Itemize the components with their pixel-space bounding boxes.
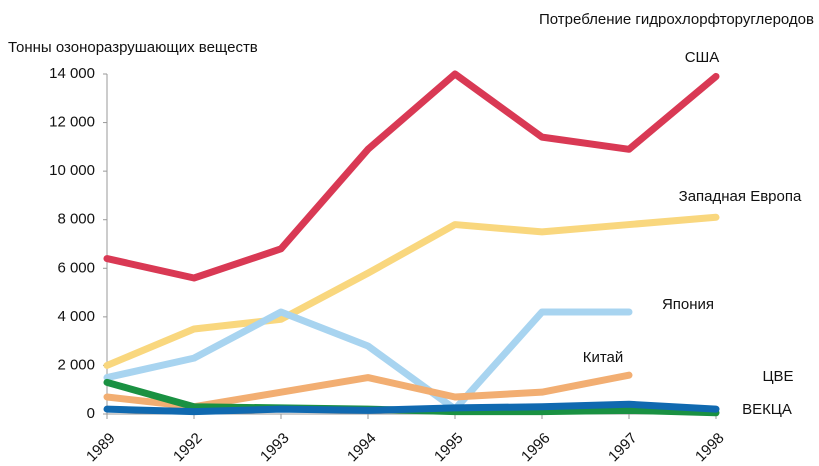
series-line <box>103 400 720 416</box>
y-tick-label: 4 000 <box>57 308 95 325</box>
series-label: ЦВЕ <box>762 368 793 385</box>
x-tick-label: 1998 <box>692 430 728 466</box>
y-tick-label: 8 000 <box>57 211 95 228</box>
y-axis-label: Тонны озоноразрушающих веществ <box>8 39 258 56</box>
x-tick-label: 1992 <box>170 430 206 466</box>
y-tick-label: 12 000 <box>49 114 95 131</box>
y-tick-label: 2 000 <box>57 356 95 373</box>
series-label: США <box>685 49 720 66</box>
y-tick-label: 0 <box>87 405 95 422</box>
series-line <box>103 70 720 282</box>
series-label: Китай <box>583 349 624 366</box>
chart-title: Потребление гидрохлорфторуглеродов <box>539 11 814 28</box>
y-tick-label: 6 000 <box>57 259 95 276</box>
x-tick-label: 1995 <box>431 430 467 466</box>
y-tick-label: 10 000 <box>49 162 95 179</box>
x-tick-label: 1997 <box>605 430 641 466</box>
x-tick-label: 1989 <box>83 430 119 466</box>
series-label: ВЕКЦА <box>742 401 792 418</box>
series-line <box>103 308 633 413</box>
y-tick-label: 14 000 <box>49 65 95 82</box>
x-tick-label: 1996 <box>518 430 554 466</box>
series-line <box>103 213 720 369</box>
x-tick-label: 1994 <box>344 430 380 466</box>
series-label: Япония <box>662 296 714 313</box>
series-label: Западная Европа <box>679 188 802 205</box>
x-tick-label: 1993 <box>257 430 293 466</box>
